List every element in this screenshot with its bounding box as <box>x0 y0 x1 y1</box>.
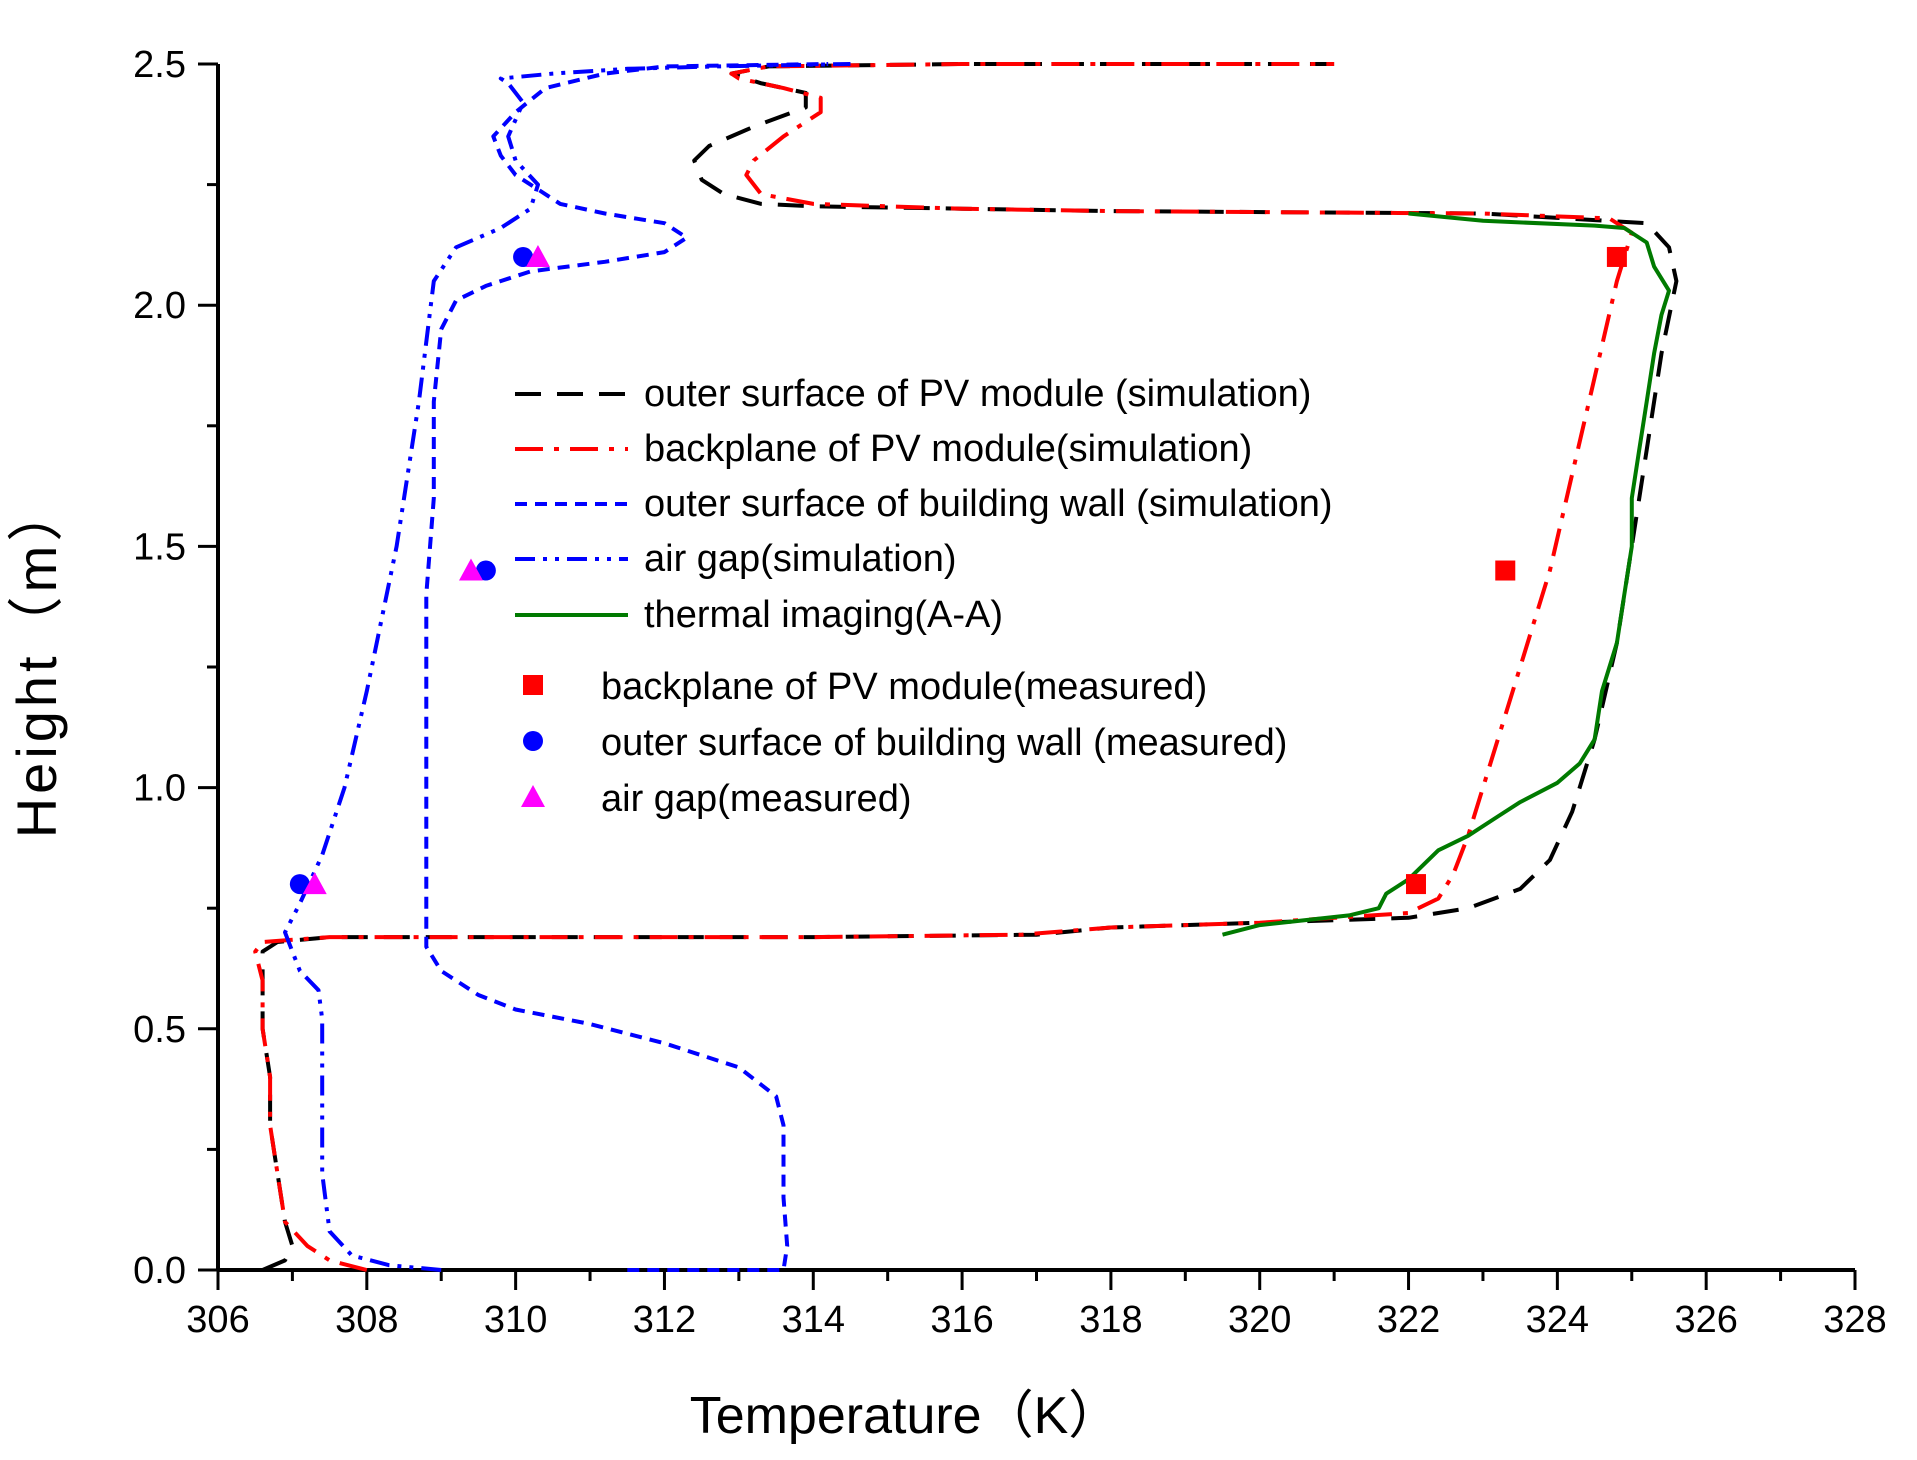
legend-label: air gap(simulation) <box>644 538 957 580</box>
legend-label: backplane of PV module(simulation) <box>644 428 1252 470</box>
y-tick-label: 1.0 <box>133 768 186 810</box>
series-3 <box>283 62 851 1272</box>
x-tick-label: 322 <box>1377 1299 1440 1341</box>
x-axis-title: Temperature（K） <box>690 1387 1121 1445</box>
y-tick-label: 0.5 <box>133 1009 186 1051</box>
legend-item: thermal imaging(A-A) <box>515 594 1003 636</box>
y-axis-title: Height（m） <box>5 482 68 839</box>
legend-item: backplane of PV module(measured) <box>523 666 1207 708</box>
x-tick-label: 314 <box>782 1299 845 1341</box>
legend-marker <box>521 785 545 807</box>
y-tick-label: 2.0 <box>133 285 186 327</box>
data-point-triangle <box>458 558 483 581</box>
legend-label: air gap(measured) <box>601 778 911 820</box>
data-point-circle <box>513 246 534 267</box>
legend-item: air gap(simulation) <box>515 538 957 580</box>
series-line <box>1222 211 1671 937</box>
y-tick-label: 2.5 <box>133 44 186 86</box>
legend-label: outer surface of building wall (measured… <box>601 722 1287 764</box>
series-line <box>283 62 851 1272</box>
axes: 306 308 310 312 314 316 318 320 322 324 326 328 0.0 0… <box>133 44 1887 1341</box>
data-point-square <box>1495 560 1516 581</box>
legend-marker <box>523 731 543 751</box>
legend-item: backplane of PV module(simulation) <box>515 428 1252 470</box>
legend-item: outer surface of building wall (measured… <box>523 722 1287 764</box>
legend-marker <box>523 675 543 695</box>
x-tick-label: 326 <box>1674 1299 1737 1341</box>
x-tick-label: 318 <box>1079 1299 1142 1341</box>
data-point-circle <box>289 874 310 895</box>
series-6 <box>289 246 534 895</box>
x-tick-label: 328 <box>1823 1299 1886 1341</box>
x-tick-label: 306 <box>186 1299 249 1341</box>
x-tick-label: 320 <box>1228 1299 1291 1341</box>
legend-item: air gap(measured) <box>521 778 911 820</box>
legend-label: backplane of PV module(measured) <box>601 666 1207 708</box>
legend-item: outer surface of PV module (simulation) <box>515 373 1311 415</box>
x-tick-label: 308 <box>335 1299 398 1341</box>
x-tick-label: 316 <box>930 1299 993 1341</box>
series-7 <box>302 244 550 895</box>
series-5 <box>1405 246 1627 895</box>
data-point-square <box>1405 874 1426 895</box>
series-4 <box>1222 211 1671 937</box>
legend-label: outer surface of PV module (simulation) <box>644 373 1311 415</box>
data-point-triangle <box>302 872 327 895</box>
data-point-triangle <box>525 244 550 267</box>
legend: outer surface of PV module (simulation) b… <box>515 373 1333 820</box>
x-tick-label: 312 <box>633 1299 696 1341</box>
legend-label: outer surface of building wall (simulati… <box>644 483 1333 525</box>
x-tick-label: 324 <box>1526 1299 1589 1341</box>
legend-item: outer surface of building wall (simulati… <box>515 483 1333 525</box>
legend-label: thermal imaging(A-A) <box>644 594 1003 636</box>
y-tick-label: 0.0 <box>133 1250 186 1292</box>
data-point-circle <box>475 560 496 581</box>
x-tick-label: 310 <box>484 1299 547 1341</box>
series-layer <box>253 62 1679 1272</box>
y-tick-label: 1.5 <box>133 526 186 568</box>
data-point-square <box>1606 246 1627 267</box>
